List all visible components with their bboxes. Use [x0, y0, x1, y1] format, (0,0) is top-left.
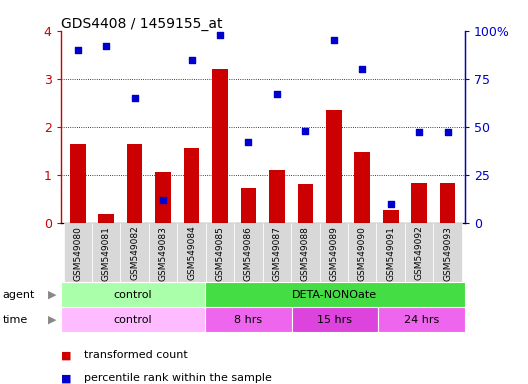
Text: ■: ■	[61, 373, 71, 383]
Text: GSM549087: GSM549087	[272, 226, 281, 281]
Bar	[120, 223, 149, 282]
Bar	[319, 223, 348, 282]
Text: time: time	[3, 314, 28, 325]
Text: ■: ■	[61, 350, 71, 360]
Text: GSM549088: GSM549088	[301, 226, 310, 281]
Bar	[70, 144, 86, 223]
Bar	[262, 223, 291, 282]
Bar	[440, 184, 455, 223]
Point	[386, 200, 395, 207]
Bar	[177, 223, 206, 282]
Bar	[61, 307, 205, 332]
Bar	[155, 172, 171, 223]
Text: GSM549085: GSM549085	[215, 226, 224, 281]
Text: GSM549080: GSM549080	[73, 226, 82, 281]
Text: ▶: ▶	[48, 314, 56, 325]
Bar	[98, 214, 114, 223]
Text: control: control	[114, 314, 152, 325]
Text: GSM549091: GSM549091	[386, 226, 395, 281]
Text: agent: agent	[3, 290, 35, 300]
Bar	[291, 223, 319, 282]
Text: GSM549093: GSM549093	[443, 226, 452, 281]
Point	[73, 47, 82, 53]
Text: ▶: ▶	[48, 290, 56, 300]
Point	[444, 129, 452, 136]
Bar	[348, 223, 376, 282]
Point	[272, 91, 281, 97]
Text: GSM549092: GSM549092	[414, 226, 423, 280]
Bar	[205, 282, 465, 307]
Bar	[354, 152, 370, 223]
Text: GSM549082: GSM549082	[130, 226, 139, 280]
Bar	[92, 223, 120, 282]
Point	[187, 56, 196, 63]
Bar	[149, 223, 177, 282]
Bar	[383, 210, 399, 223]
Point	[329, 37, 338, 43]
Point	[216, 31, 224, 38]
Point	[102, 43, 110, 49]
Bar	[127, 144, 143, 223]
Bar	[61, 282, 205, 307]
Point	[358, 66, 366, 72]
Point	[130, 95, 139, 101]
Point	[415, 129, 423, 136]
Text: control: control	[114, 290, 152, 300]
Bar	[433, 223, 462, 282]
Text: transformed count: transformed count	[84, 350, 188, 360]
Text: 8 hrs: 8 hrs	[234, 314, 262, 325]
Bar	[241, 188, 256, 223]
Text: percentile rank within the sample: percentile rank within the sample	[84, 373, 272, 383]
Point	[301, 127, 309, 134]
Bar	[291, 307, 378, 332]
Bar	[269, 170, 285, 223]
Text: DETA-NONOate: DETA-NONOate	[292, 290, 378, 300]
Bar	[63, 223, 92, 282]
Bar	[205, 307, 291, 332]
Text: GSM549090: GSM549090	[358, 226, 367, 281]
Text: GSM549084: GSM549084	[187, 226, 196, 280]
Bar	[376, 223, 405, 282]
Text: GDS4408 / 1459155_at: GDS4408 / 1459155_at	[61, 17, 222, 31]
Text: 15 hrs: 15 hrs	[317, 314, 352, 325]
Text: 24 hrs: 24 hrs	[404, 314, 439, 325]
Text: GSM549089: GSM549089	[329, 226, 338, 281]
Point	[244, 139, 253, 145]
Bar	[405, 223, 433, 282]
Bar	[212, 69, 228, 223]
Text: GSM549081: GSM549081	[102, 226, 111, 281]
Point	[159, 197, 167, 203]
Bar	[297, 184, 313, 223]
Bar	[378, 307, 465, 332]
Bar	[234, 223, 263, 282]
Bar	[411, 184, 427, 223]
Bar	[326, 110, 342, 223]
Bar	[184, 148, 200, 223]
Text: GSM549086: GSM549086	[244, 226, 253, 281]
Text: GSM549083: GSM549083	[158, 226, 167, 281]
Bar	[206, 223, 234, 282]
